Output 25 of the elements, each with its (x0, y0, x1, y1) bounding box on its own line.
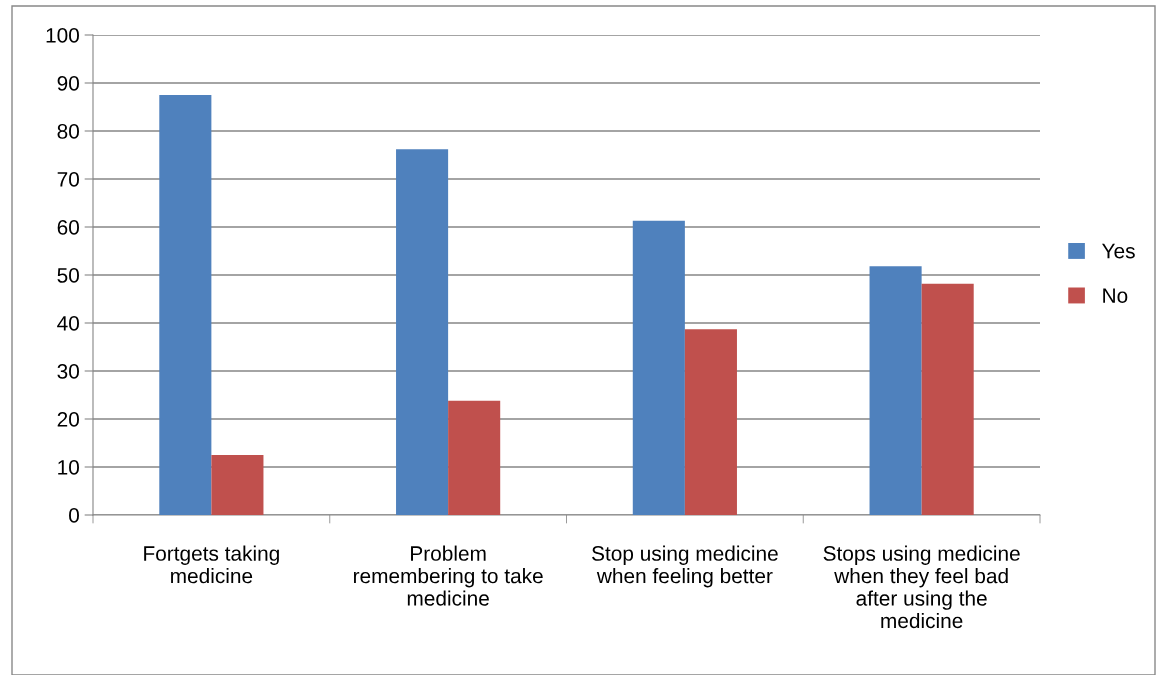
bar (921, 283, 974, 515)
y-tick-label: 0 (69, 508, 79, 523)
y-tick-label: 30 (57, 364, 79, 379)
bar (448, 400, 501, 515)
bar (211, 455, 264, 515)
bar (869, 266, 922, 515)
legend-label: No (1103, 288, 1128, 303)
y-tick-label: 70 (57, 172, 79, 187)
y-tick-label: 40 (57, 316, 79, 331)
x-tick-label: Stop using medicine when feeling better (592, 545, 778, 588)
y-tick-label: 10 (58, 460, 79, 475)
y-tick-label: 100 (46, 28, 79, 43)
x-tick-label: Problem remembering to take medicine (353, 545, 543, 606)
x-tick-label: Fortgets taking medicine (144, 545, 279, 584)
legend-label: Yes (1102, 243, 1135, 259)
y-tick-label: 80 (57, 124, 79, 139)
bar (159, 95, 212, 515)
y-tick-label: 60 (57, 220, 79, 235)
y-tick-label: 50 (57, 268, 79, 283)
y-tick-label: 90 (57, 76, 79, 91)
bar (684, 329, 737, 515)
y-tick-label: 20 (57, 412, 79, 427)
bar (632, 220, 685, 515)
bar (396, 149, 449, 515)
x-tick-label: Stops using medicine when they feel bad after using the medicine (823, 545, 1020, 629)
